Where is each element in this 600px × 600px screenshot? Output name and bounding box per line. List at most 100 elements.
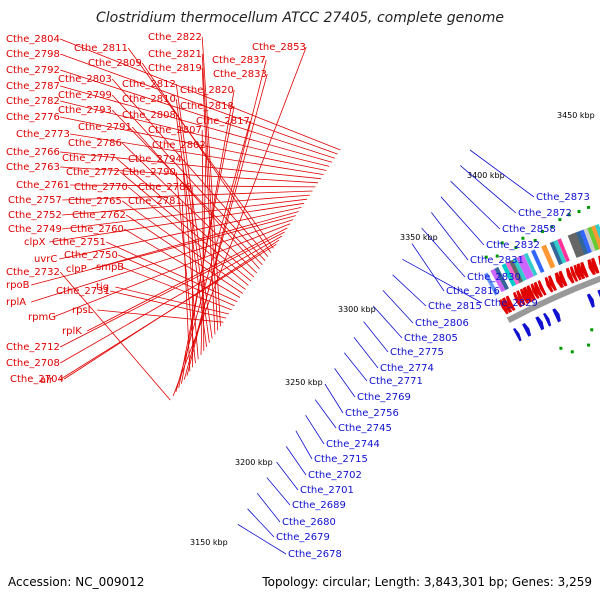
forward-gene-arrow xyxy=(522,286,533,303)
gc-skew-point xyxy=(533,238,537,242)
reverse-gene-label: Cthe_2831 xyxy=(470,255,524,266)
forward-gene-label: Cthe_2776 xyxy=(6,112,60,123)
gc-skew-point xyxy=(558,218,562,222)
forward-gene-label: Cthe_2818 xyxy=(180,101,234,112)
forward-gene-label: Cthe_2822 xyxy=(148,32,202,43)
forward-gene-arrow xyxy=(526,285,537,301)
reverse-gene-arrow xyxy=(522,322,532,337)
gc-skew-point xyxy=(521,236,525,240)
gene-labels: Cthe_2804Cthe_2798Cthe_2792Cthe_2787Cthe… xyxy=(6,32,590,560)
scale-ticks: 3150 kbp 3200 kbp 3250 kbp 3300 kbp 3350 kbp… xyxy=(190,111,595,547)
forward-label-leader xyxy=(181,89,235,384)
forward-gene-label: Cthe_2853 xyxy=(252,42,306,53)
forward-gene-arrow xyxy=(587,259,596,276)
forward-label-leader xyxy=(181,158,199,360)
feature-tracks xyxy=(483,224,600,342)
reverse-label-leader xyxy=(334,368,356,398)
forward-gene-label: clpP xyxy=(66,264,87,275)
forward-gene-label: Cthe_2761 xyxy=(16,180,70,191)
forward-gene-label: Cthe_2777 xyxy=(62,153,116,164)
reverse-gene-label: Cthe_2771 xyxy=(369,376,423,387)
forward-gene-arrow xyxy=(499,299,509,315)
forward-gene-label: Cthe_2810 xyxy=(122,94,176,105)
scale-tick-label: 3150 kbp xyxy=(190,538,228,547)
gc-skew-point xyxy=(500,241,504,245)
cog-feature-block xyxy=(507,259,524,284)
forward-label-leader xyxy=(70,133,324,175)
forward-gene-label: Cthe_2808 xyxy=(122,110,176,121)
scale-tick-label: 3200 kbp xyxy=(235,458,273,467)
reverse-gene-arrow xyxy=(535,316,545,331)
forward-gene-arrow xyxy=(569,266,579,282)
forward-label-leader xyxy=(115,157,255,278)
forward-gene-label: Cthe_2820 xyxy=(180,85,234,96)
forward-gene-label: Cthe_2752 xyxy=(8,210,62,221)
reverse-label-leader xyxy=(247,508,275,538)
forward-gene-label: rplK xyxy=(62,326,82,337)
reverse-gene-label: Cthe_2744 xyxy=(326,439,380,450)
forward-label-leader xyxy=(201,67,216,335)
gc-content-point xyxy=(559,346,563,350)
cog-feature-block xyxy=(531,249,545,274)
forward-gene-label: Cthe_2760 xyxy=(70,224,124,235)
forward-label-leader xyxy=(118,254,235,307)
forward-gene-label: uvrC xyxy=(34,254,57,265)
forward-gene-arrow xyxy=(537,280,547,296)
forward-gene-label: Cthe_2802 xyxy=(152,140,206,151)
reverse-label-leader xyxy=(440,196,485,246)
cog-feature-block xyxy=(578,229,592,254)
forward-gene-arrow xyxy=(516,290,526,306)
forward-label-leader xyxy=(49,202,305,243)
reverse-gene-label: Cthe_2756 xyxy=(345,408,399,419)
forward-gene-label: Cthe_2790 xyxy=(122,167,176,178)
reverse-gene-arrow xyxy=(597,289,600,298)
reverse-gene-label: Cthe_2769 xyxy=(357,392,411,403)
reverse-gene-label: Cthe_2816 xyxy=(446,286,500,297)
forward-gene-label: Cthe_2817 xyxy=(196,116,250,127)
forward-gene-arrow xyxy=(558,270,568,287)
reverse-gene-label: Cthe_2775 xyxy=(390,347,444,358)
gc-skew-point xyxy=(587,205,591,209)
reverse-gene-arrow xyxy=(552,308,561,323)
reverse-label-leader xyxy=(460,165,517,214)
gc-skew-point xyxy=(540,229,544,233)
forward-gene-arrow xyxy=(519,288,530,304)
cog-feature-block xyxy=(490,268,506,293)
forward-gene-arrow xyxy=(576,263,586,280)
forward-label-leader xyxy=(60,235,283,364)
forward-gene-label: Cthe_2712 xyxy=(6,342,60,353)
forward-gene-arrow xyxy=(501,297,513,313)
label-leader-lines xyxy=(31,36,535,555)
forward-gene-arrow xyxy=(512,291,523,308)
cog-feature-block xyxy=(583,228,596,252)
forward-label-leader xyxy=(201,36,221,327)
forward-label-leader xyxy=(60,231,285,348)
forward-label-leader xyxy=(127,47,274,249)
forward-gene-label: Cthe_2773 xyxy=(16,129,70,140)
forward-label-leader xyxy=(31,215,296,286)
forward-gene-label: tig xyxy=(96,282,109,293)
forward-gene-label: Cthe_2765 xyxy=(68,196,122,207)
gc-skew-point xyxy=(514,246,518,250)
cog-feature-block xyxy=(571,232,585,257)
forward-gene-label: Cthe_2812 xyxy=(122,79,176,90)
gc-skew-point xyxy=(577,210,581,214)
reverse-label-leader xyxy=(343,352,368,382)
scale-tick-label: 3300 kbp xyxy=(338,305,376,314)
forward-label-leader xyxy=(60,100,330,167)
forward-gene-label: Cthe_2794 xyxy=(128,154,182,165)
forward-gene-label: Cthe_2786 xyxy=(68,138,122,149)
reverse-label-leader xyxy=(450,180,501,230)
forward-label-leader xyxy=(175,120,251,393)
forward-label-leader xyxy=(175,114,207,347)
forward-gene-label: rpoB xyxy=(6,280,30,291)
reverse-gene-label: Cthe_2806 xyxy=(415,318,469,329)
reverse-label-leader xyxy=(382,290,414,324)
forward-label-leader xyxy=(111,78,269,257)
reverse-label-leader xyxy=(411,243,445,292)
forward-gene-arrow xyxy=(565,267,575,284)
forward-gene-arrow xyxy=(573,264,582,281)
genome-backbone xyxy=(506,275,600,323)
reverse-label-leader xyxy=(314,399,337,429)
forward-gene-label: rpsL xyxy=(72,305,94,316)
